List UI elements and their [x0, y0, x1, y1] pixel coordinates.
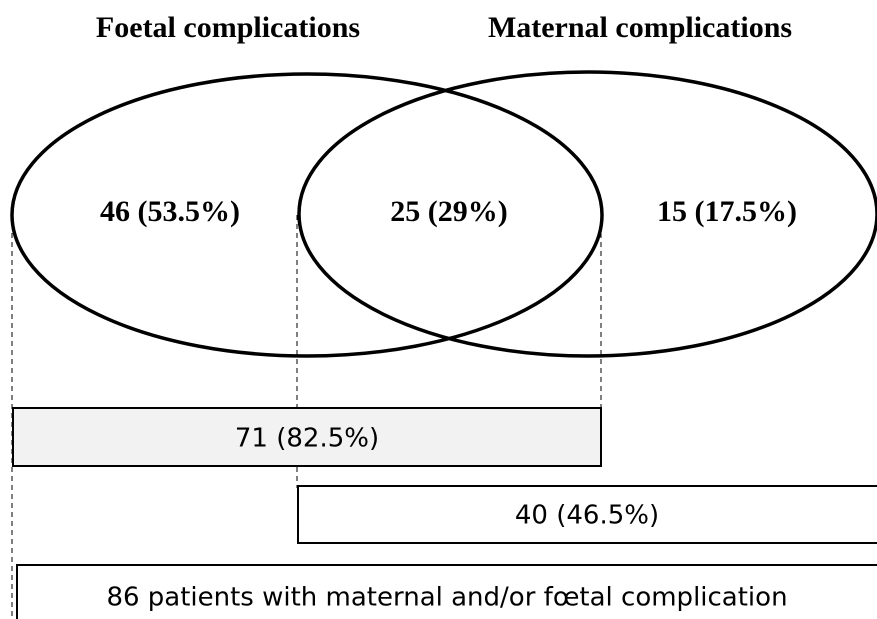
overlap-label: 25 (29%) — [390, 195, 507, 228]
right-only-label: 15 (17.5%) — [657, 195, 797, 228]
all-patients-bar — [16, 564, 877, 619]
maternal-ellipse — [297, 70, 877, 358]
foetal-bar-label: 71 (82.5%) — [235, 424, 379, 454]
maternal-bar — [297, 485, 877, 544]
right-title: Maternal complications — [488, 11, 792, 44]
foetal-bar — [12, 407, 602, 467]
left-title: Foetal complications — [96, 11, 360, 44]
all-patients-label: 86 patients with maternal and/or fœtal c… — [106, 583, 787, 613]
maternal-bar-label: 40 (46.5%) — [515, 501, 659, 531]
left-only-label: 46 (53.5%) — [100, 195, 240, 228]
